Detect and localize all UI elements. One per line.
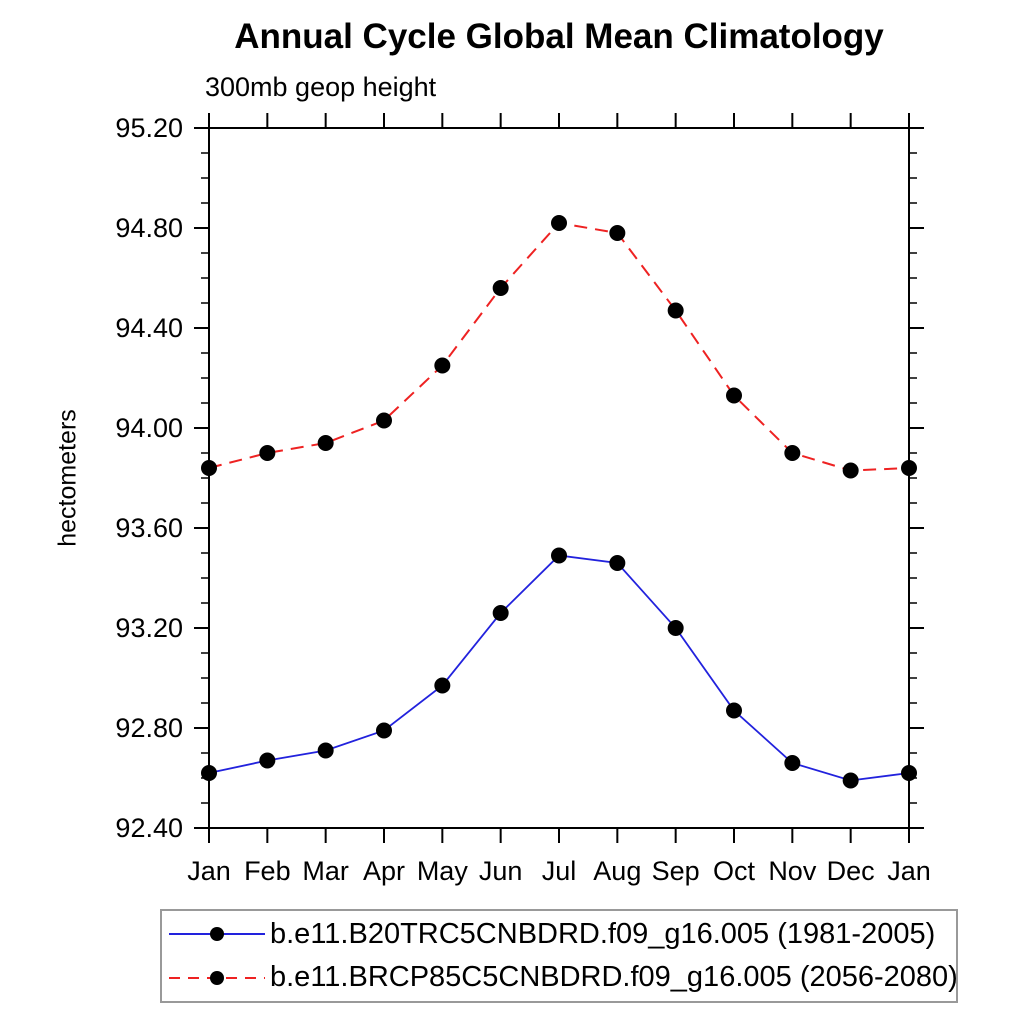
- y-tick-label: 94.00: [115, 413, 183, 443]
- y-tick-label: 94.40: [115, 313, 183, 343]
- legend-line-sample-dashed-icon: [169, 970, 265, 985]
- chart-title: Annual Cycle Global Mean Climatology: [234, 17, 884, 56]
- x-tick-label: Aug: [593, 856, 641, 886]
- data-point-series-2: [551, 215, 567, 231]
- x-tick-label: Apr: [363, 856, 405, 886]
- series-line-2: [208, 221, 910, 472]
- data-point-series-2: [667, 302, 684, 319]
- data-point-series-2: [201, 460, 217, 476]
- data-point-series-2: [609, 225, 626, 241]
- y-tick-label: 92.80: [115, 713, 183, 743]
- legend: b.e11.B20TRC5CNBDRD.f09_g16.005 (1981-20…: [160, 909, 958, 1003]
- data-point-series-1: [842, 772, 859, 789]
- data-point-series-1: [317, 742, 334, 759]
- x-tick-label: Jan: [887, 856, 931, 886]
- data-point-series-1: [667, 620, 684, 636]
- series-line-1: [208, 554, 910, 782]
- data-point-series-2: [376, 412, 392, 429]
- data-point-series-1: [609, 555, 626, 571]
- data-point-series-2: [842, 462, 859, 479]
- x-tick-label: Jan: [187, 856, 231, 886]
- data-point-series-1: [551, 547, 567, 564]
- y-tick-label: 95.20: [115, 113, 183, 143]
- data-point-series-1: [259, 752, 276, 769]
- x-tick-label: Feb: [244, 856, 291, 886]
- x-tick-label: Dec: [827, 856, 875, 886]
- data-point-series-2: [259, 445, 276, 461]
- data-point-series-2: [726, 387, 742, 404]
- data-point-series-2: [434, 357, 451, 374]
- x-tick-label: Oct: [713, 856, 756, 886]
- data-point-series-1: [376, 722, 392, 739]
- legend-item: b.e11.BRCP85C5CNBDRD.f09_g16.005 (2056-2…: [162, 958, 958, 998]
- legend-marker-dot-icon: [210, 970, 224, 985]
- data-point-series-2: [317, 435, 334, 451]
- legend-label-series-2: b.e11.BRCP85C5CNBDRD.f09_g16.005 (2056-2…: [270, 961, 958, 994]
- legend-line-sample-solid-icon: [169, 927, 265, 942]
- y-tick-label: 93.60: [115, 513, 183, 543]
- data-point-series-1: [201, 765, 217, 781]
- y-tick-label: 93.20: [115, 613, 183, 643]
- x-tick-label: Sep: [652, 856, 700, 886]
- data-point-series-1: [784, 755, 801, 771]
- plot-frame: [208, 127, 910, 829]
- legend-item: b.e11.B20TRC5CNBDRD.f09_g16.005 (1981-20…: [162, 914, 956, 954]
- chart-subtitle: 300mb geop height: [205, 72, 437, 102]
- data-point-series-1: [434, 677, 451, 694]
- x-tick-label: Jun: [479, 856, 523, 886]
- x-tick-label: May: [417, 856, 469, 886]
- data-point-series-2: [784, 445, 801, 461]
- y-tick-label: 92.40: [115, 813, 183, 843]
- data-point-series-1: [726, 702, 742, 719]
- x-tick-label: Nov: [768, 856, 817, 886]
- data-point-series-2: [901, 460, 917, 476]
- x-tick-label: Mar: [302, 856, 349, 886]
- y-tick-label: 94.80: [115, 213, 183, 243]
- data-point-series-1: [492, 605, 509, 621]
- legend-label-series-1: b.e11.B20TRC5CNBDRD.f09_g16.005 (1981-20…: [270, 917, 936, 950]
- legend-marker-dot-icon: [210, 927, 224, 942]
- data-point-series-2: [492, 280, 509, 296]
- x-tick-label: Jul: [542, 856, 577, 886]
- data-point-series-1: [901, 765, 917, 781]
